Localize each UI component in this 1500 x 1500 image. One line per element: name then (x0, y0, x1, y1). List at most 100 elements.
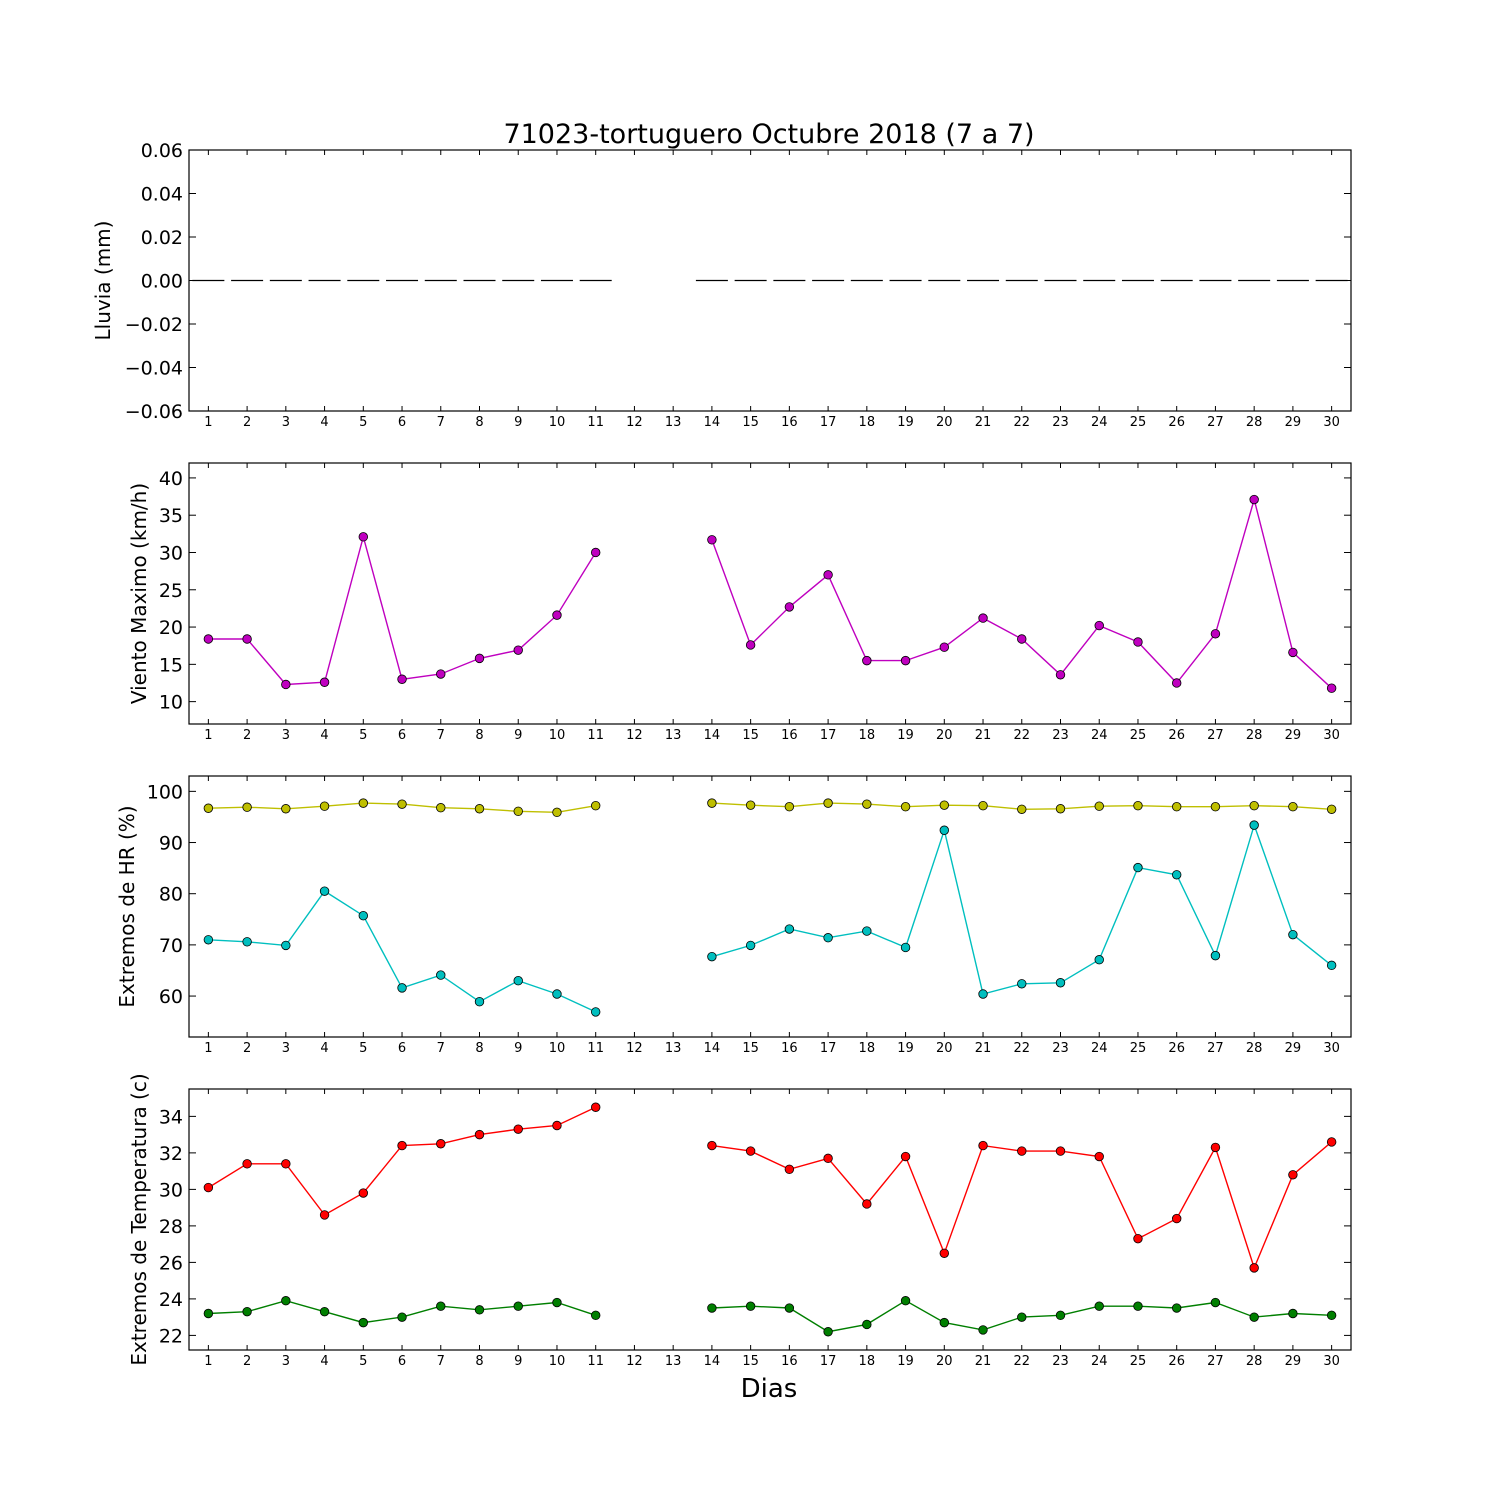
x-tick-label: 4 (320, 415, 328, 430)
y-tick-label: 28 (159, 1216, 183, 1238)
x-tick-label: 4 (320, 1354, 328, 1369)
y-tick-label: 22 (159, 1325, 183, 1347)
x-tick-label: 29 (1285, 728, 1302, 743)
data-point (591, 800, 601, 811)
x-tick-label: 7 (437, 728, 445, 743)
data-point (1210, 1297, 1221, 1308)
data-point (319, 1306, 330, 1317)
y-tick-label: 34 (159, 1106, 183, 1128)
x-tick-label: 24 (1091, 1354, 1108, 1369)
data-point (1094, 1301, 1104, 1311)
x-tick-label: 15 (742, 728, 759, 743)
x-tick-label: 21 (975, 1354, 992, 1369)
x-tick-label: 14 (704, 1354, 721, 1369)
series-line (711, 822, 1333, 995)
y-tick-label: 32 (159, 1143, 183, 1165)
data-point (474, 996, 485, 1007)
y-tick-label: 0.02 (141, 227, 183, 249)
data-point (1017, 804, 1027, 814)
data-point (281, 679, 291, 690)
x-tick-label: 9 (514, 728, 522, 743)
data-point (707, 798, 717, 808)
data-point (319, 677, 330, 687)
data-point (862, 799, 872, 809)
data-point (203, 1308, 214, 1319)
y-tick-label: 0.06 (141, 140, 183, 162)
x-tick-label: 28 (1246, 728, 1263, 743)
data-point (319, 886, 330, 896)
y-tick-label: 0.04 (141, 184, 183, 206)
data-point (474, 653, 485, 664)
x-tick-label: 27 (1207, 1041, 1224, 1056)
y-axis-label: Viento Maximo (km/h) (127, 483, 151, 704)
y-tick-label: 35 (159, 505, 183, 527)
x-tick-label: 2 (243, 728, 251, 743)
x-tick-label: 30 (1323, 728, 1340, 743)
data-point (552, 989, 562, 999)
x-tick-label: 16 (781, 728, 798, 743)
x-tick-label: 6 (398, 728, 406, 743)
x-tick-label: 28 (1246, 1354, 1263, 1369)
x-tick-label: 30 (1323, 1354, 1340, 1369)
x-tick-label: 26 (1168, 1041, 1185, 1056)
data-point (862, 1199, 872, 1209)
x-tick-label: 17 (820, 1041, 837, 1056)
data-point (1094, 620, 1104, 631)
data-point (1249, 1263, 1259, 1273)
data-point (242, 937, 252, 947)
x-tick-label: 13 (665, 415, 682, 430)
x-tick-label: 21 (975, 1041, 992, 1056)
data-point (1249, 800, 1259, 811)
x-tick-label: 11 (587, 1354, 604, 1369)
x-tick-label: 10 (549, 1354, 566, 1369)
plot-frame (188, 462, 1352, 725)
x-tick-label: 22 (1013, 1354, 1030, 1369)
x-tick-label: 25 (1130, 415, 1147, 430)
x-tick-label: 18 (859, 415, 876, 430)
x-tick-label: 24 (1091, 415, 1108, 430)
x-tick-label: 29 (1285, 415, 1302, 430)
x-tick-label: 12 (626, 1354, 643, 1369)
data-point (358, 1317, 369, 1328)
data-point (745, 1301, 756, 1311)
data-point (745, 640, 756, 650)
x-tick-label: 5 (359, 1041, 367, 1056)
x-tick-label: 12 (626, 728, 643, 743)
x-tick-label: 1 (204, 1041, 212, 1056)
x-tick-label: 15 (742, 415, 759, 430)
data-point (358, 532, 369, 542)
y-tick-label: 30 (159, 1179, 183, 1201)
data-point (242, 1306, 252, 1317)
x-tick-label: 13 (665, 1354, 682, 1369)
x-tick-label: 23 (1052, 415, 1069, 430)
data-point (203, 935, 214, 945)
x-tick-label: 13 (665, 1041, 682, 1056)
data-point (1326, 804, 1337, 814)
series-line (711, 496, 1333, 689)
x-tick-label: 9 (514, 1041, 522, 1056)
data-point (823, 1327, 833, 1337)
chart-panels: 1 2 3 4 5 6 7 8 9 10 11 12 13 14 15 16 17 18 19 20 21 22 23 24 2… (91, 140, 1352, 1369)
y-tick-label: 20 (159, 617, 183, 639)
x-tick-label: 27 (1207, 728, 1224, 743)
x-tick-label: 10 (549, 1041, 566, 1056)
x-tick-label: 7 (437, 1041, 445, 1056)
x-tick-label: 14 (704, 415, 721, 430)
y-tick-label: −0.02 (125, 314, 183, 336)
x-tick-label: 21 (975, 728, 992, 743)
x-tick-label: 12 (626, 1041, 643, 1056)
data-point (1094, 1151, 1104, 1162)
series-viento-0 (203, 494, 1337, 693)
data-point (1288, 802, 1298, 812)
x-tick-label: 28 (1246, 1041, 1263, 1056)
y-tick-label: 60 (159, 986, 183, 1008)
x-tick-label: 10 (549, 728, 566, 743)
x-tick-label: 1 (204, 415, 212, 430)
data-point (1288, 1308, 1298, 1319)
data-point (552, 1297, 562, 1308)
data-point (707, 535, 717, 545)
data-point (978, 989, 988, 999)
data-point (474, 804, 485, 814)
data-point (1249, 1312, 1259, 1322)
x-tick-label: 20 (936, 415, 953, 430)
